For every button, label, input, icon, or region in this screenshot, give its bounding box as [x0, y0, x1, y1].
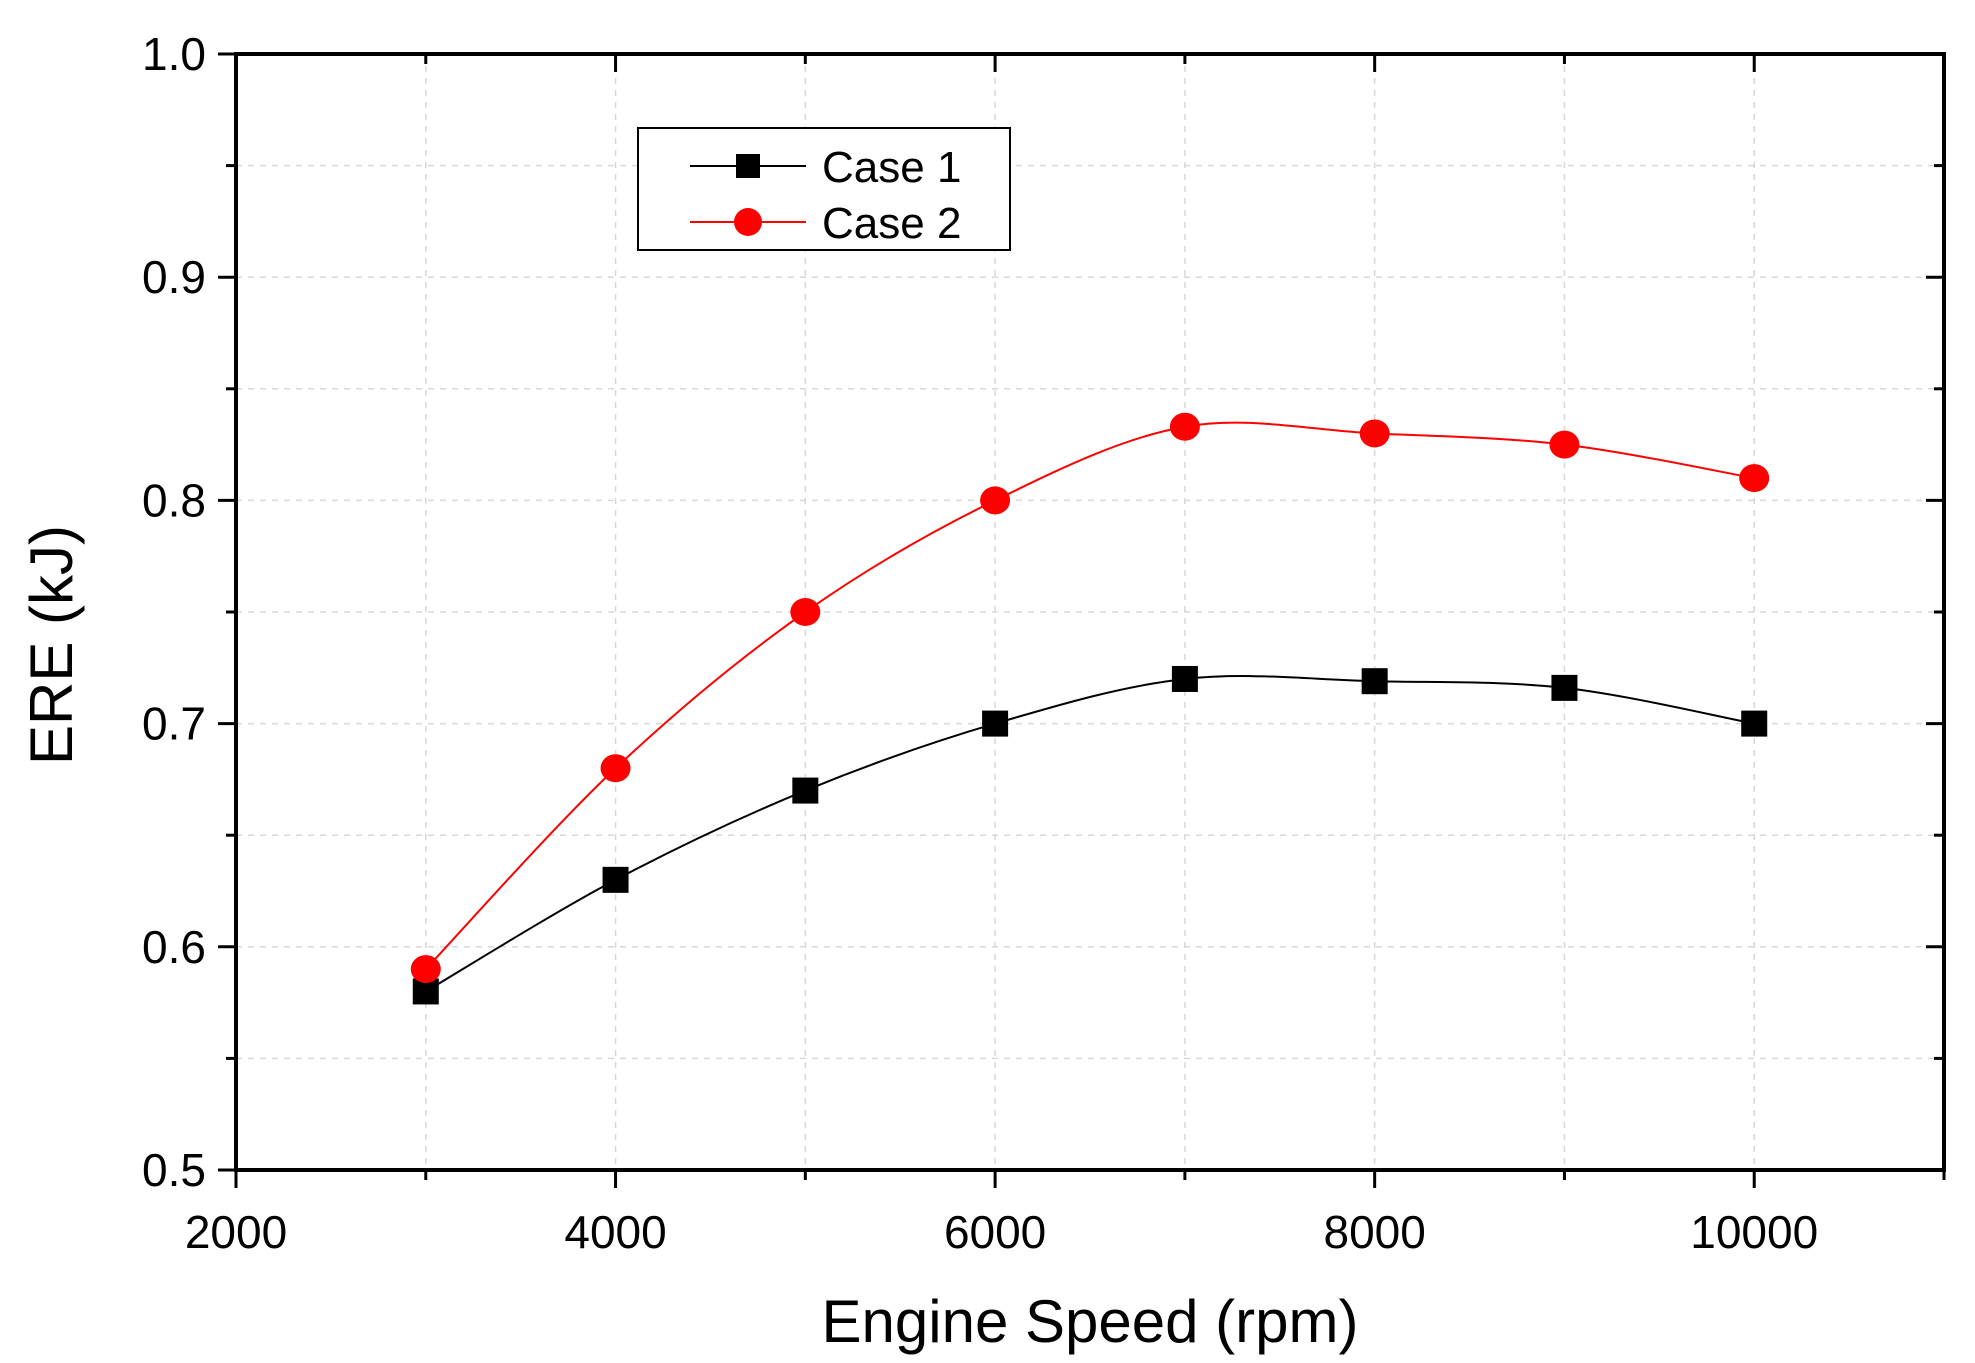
data-point-case-1 [1741, 710, 1768, 737]
data-point-case-2 [980, 486, 1011, 515]
legend: Case 1 Case 2 [637, 127, 1011, 251]
y-tick-label: 0.5 [142, 1144, 206, 1196]
x-tick-label: 6000 [944, 1206, 1046, 1258]
legend-marker-circle-icon [734, 208, 762, 236]
grid [236, 54, 1944, 1170]
y-tick-label: 0.9 [142, 251, 206, 303]
series-layer [410, 412, 1770, 1005]
y-axis-title: ERE (kJ) [18, 525, 85, 765]
data-point-case-2 [410, 955, 441, 984]
data-point-case-2 [600, 754, 631, 783]
data-point-case-2 [1359, 419, 1390, 448]
data-point-case-1 [602, 866, 629, 893]
x-tick-label: 10000 [1690, 1206, 1818, 1258]
y-tick-label: 0.7 [142, 698, 206, 750]
legend-label-case-1: Case 1 [822, 143, 961, 192]
y-tick-label: 1.0 [142, 28, 206, 80]
data-point-case-1 [1171, 665, 1198, 692]
ticks [218, 52, 1946, 1188]
legend-box [637, 127, 1011, 251]
data-point-case-2 [1739, 464, 1770, 493]
y-tick-label: 0.6 [142, 921, 206, 973]
data-point-case-1 [1361, 668, 1388, 695]
x-tick-label: 8000 [1323, 1206, 1425, 1258]
x-axis-title: Engine Speed (rpm) [822, 1288, 1359, 1355]
y-tick-label: 0.8 [142, 474, 206, 526]
legend-marker-square-icon [736, 154, 760, 178]
legend-label-case-2: Case 2 [822, 199, 961, 248]
series-line-case-1 [425, 675, 1755, 993]
data-point-case-1 [1551, 674, 1578, 701]
data-point-case-1 [982, 710, 1009, 737]
data-point-case-2 [1549, 430, 1580, 459]
data-point-case-1 [792, 777, 819, 804]
tick-labels: 2000 4000 6000 8000 10000 0.5 0.6 0.7 0.8 0.9 1.0 [142, 28, 1818, 1258]
data-point-case-2 [1169, 412, 1200, 441]
x-tick-label: 4000 [564, 1206, 666, 1258]
x-tick-label: 2000 [185, 1206, 287, 1258]
data-point-case-2 [790, 598, 821, 626]
